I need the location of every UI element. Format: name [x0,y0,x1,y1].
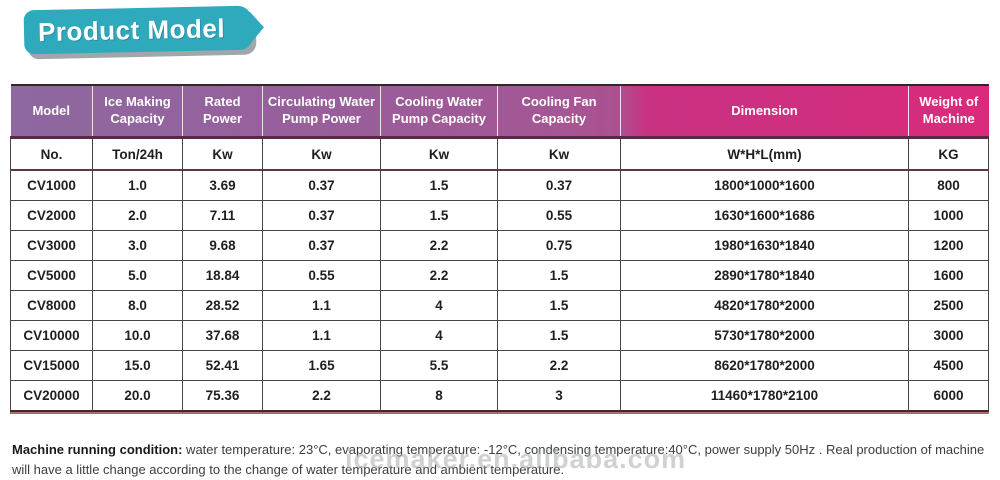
table-cell: 1.0 [92,169,183,201]
column-header-weight-of-machine: Weight of Machine [908,84,989,139]
table-cell: 1200 [908,230,989,261]
table-cell: 2500 [908,290,989,321]
model-cell: CV8000 [10,290,93,321]
table-cell: 1800*1000*1600 [620,169,909,201]
table-cell: 2890*1780*1840 [620,260,909,291]
model-cell: CV3000 [10,230,93,261]
table-cell: 37.68 [182,320,263,351]
product-model-banner: Product Model [23,5,253,55]
table-row: CV1000 1.0 3.69 0.37 1.5 0.37 1800*1000*1600 80… [10,169,989,201]
table-cell: 10.0 [92,320,183,351]
table-cell: 1.5 [497,320,621,351]
table-cell: 2.2 [262,380,381,412]
table-cell: 0.37 [497,169,621,201]
model-cell: CV2000 [10,200,93,231]
unit-cell: Kw [182,137,263,171]
table-cell: 4 [380,320,498,351]
table-cell: 1000 [908,200,989,231]
unit-cell: Kw [262,137,381,171]
table-cell: 7.11 [182,200,263,231]
unit-cell: Kw [497,137,621,171]
table-cell: 52.41 [182,350,263,381]
table-cell: 5730*1780*2000 [620,320,909,351]
table-cell: 1.5 [380,200,498,231]
table-cell: 8.0 [92,290,183,321]
table-cell: 8620*1780*2000 [620,350,909,381]
units-row: No. Ton/24h Kw Kw Kw Kw W*H*L(mm) KG [10,137,989,171]
table-cell: 1.1 [262,290,381,321]
column-header-ice-making-capacity: Ice Making Capacity [92,84,183,139]
model-cell: CV1000 [10,169,93,201]
table-cell: 1.5 [497,260,621,291]
table-cell: 75.36 [182,380,263,412]
table-row: CV15000 15.0 52.41 1.65 5.5 2.2 8620*1780*2000… [10,350,989,381]
footer-note: Machine running condition: water tempera… [12,440,988,480]
table-cell: 3.0 [92,230,183,261]
table-cell: 2.0 [92,200,183,231]
table-cell: 3 [497,380,621,412]
column-header-cooling-water-pump-capacity: Cooling Water Pump Capacity [380,84,498,139]
table-row: CV8000 8.0 28.52 1.1 4 1.5 4820*1780*2000 2500 [10,290,989,321]
model-cell: CV10000 [10,320,93,351]
table-cell: 1630*1600*1686 [620,200,909,231]
table-cell: 1.5 [497,290,621,321]
column-header-cooling-fan-capacity: Cooling Fan Capacity [497,84,621,139]
header-row: Model Ice Making Capacity Rated Power Ci… [10,84,989,139]
model-cell: CV5000 [10,260,93,291]
table-cell: 5.5 [380,350,498,381]
table-cell: 28.52 [182,290,263,321]
column-header-circulating-water-pump-power: Circulating Water Pump Power [262,84,381,139]
table-cell: 0.75 [497,230,621,261]
unit-cell: No. [10,137,93,171]
table-cell: 1.5 [380,169,498,201]
table-cell: 0.55 [262,260,381,291]
table-row: CV10000 10.0 37.68 1.1 4 1.5 5730*1780*2000 300… [10,320,989,351]
table-cell: 15.0 [92,350,183,381]
column-header-dimension: Dimension [620,84,909,139]
table-row: CV5000 5.0 18.84 0.55 2.2 1.5 2890*1780*1840 16… [10,260,989,291]
table-row: CV3000 3.0 9.68 0.37 2.2 0.75 1980*1630*1840 12… [10,230,989,261]
table-cell: 5.0 [92,260,183,291]
table-cell: 4500 [908,350,989,381]
column-header-rated-power: Rated Power [182,84,263,139]
table-cell: 800 [908,169,989,201]
model-cell: CV15000 [10,350,93,381]
unit-cell: KG [908,137,989,171]
table-cell: 4 [380,290,498,321]
banner-title: Product Model [37,12,226,47]
table-row: CV20000 20.0 75.36 2.2 8 3 11460*1780*2100 6000 [10,380,989,412]
table-cell: 0.37 [262,230,381,261]
table-cell: 18.84 [182,260,263,291]
table-cell: 0.55 [497,200,621,231]
table-cell: 20.0 [92,380,183,412]
table-cell: 3.69 [182,169,263,201]
table-cell: 2.2 [380,260,498,291]
product-spec-table: Model Ice Making Capacity Rated Power Ci… [10,84,989,412]
footer-note-text: water temperature: 23°C, evaporating tem… [12,442,985,478]
table-row: CV2000 2.0 7.11 0.37 1.5 0.55 1630*1600*1686 10… [10,200,989,231]
table-cell: 2.2 [380,230,498,261]
unit-cell: W*H*L(mm) [620,137,909,171]
table-cell: 2.2 [497,350,621,381]
footer-note-label: Machine running condition: [12,442,183,457]
table-cell: 0.37 [262,200,381,231]
table-cell: 4820*1780*2000 [620,290,909,321]
model-cell: CV20000 [10,380,93,412]
column-header-model: Model [10,84,93,139]
table-cell: 8 [380,380,498,412]
unit-cell: Ton/24h [92,137,183,171]
unit-cell: Kw [380,137,498,171]
table-cell: 1.1 [262,320,381,351]
table-cell: 0.37 [262,169,381,201]
table-cell: 6000 [908,380,989,412]
table-cell: 3000 [908,320,989,351]
table-cell: 1600 [908,260,989,291]
table-cell: 11460*1780*2100 [620,380,909,412]
table-cell: 1.65 [262,350,381,381]
table-cell: 9.68 [182,230,263,261]
table-cell: 1980*1630*1840 [620,230,909,261]
